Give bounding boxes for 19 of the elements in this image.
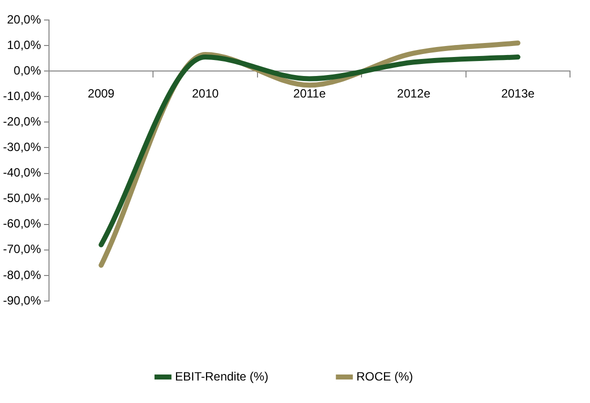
x-tick-label: 2012e	[397, 86, 431, 101]
y-tick-label: -50,0%	[2, 191, 42, 206]
x-tick-label: 2010	[192, 86, 219, 101]
y-tick-label: -40,0%	[2, 166, 42, 180]
x-tick-label: 2011e	[293, 86, 326, 101]
y-tick-label: 20,0%	[6, 12, 42, 26]
y-tick-label: -90,0%	[2, 293, 42, 308]
y-tick-label: -60,0%	[2, 216, 42, 231]
y-tick-label: -70,0%	[2, 242, 42, 256]
x-tick-label: 2013e	[501, 86, 535, 101]
x-tick-label: 2009	[88, 86, 115, 101]
y-tick-label: 0,0%	[14, 63, 42, 78]
legend-label: ROCE (%)	[356, 369, 414, 384]
legend-label: EBIT-Rendite (%)	[174, 369, 268, 384]
y-tick-label: -10,0%	[2, 88, 42, 103]
y-tick-label: -20,0%	[2, 114, 42, 128]
y-tick-label: -30,0%	[2, 140, 42, 154]
y-tick-label: 10,0%	[6, 38, 42, 52]
y-tick-label: -80,0%	[2, 268, 42, 282]
